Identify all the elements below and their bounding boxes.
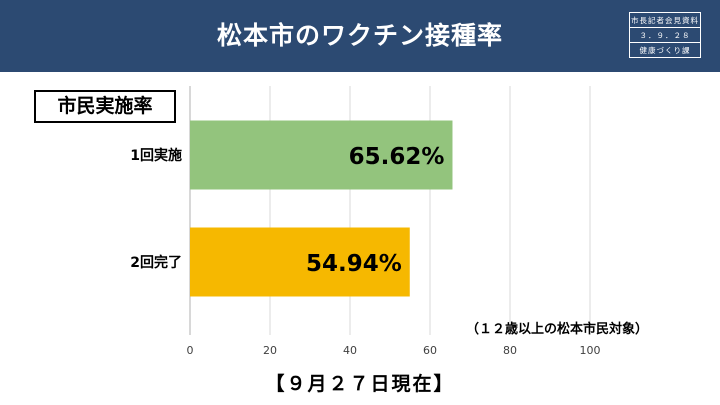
target-population-note: （１２歳以上の松本市民対象） xyxy=(466,322,649,337)
header-bar: 松本市のワクチン接種率 市長記者会見資料 ３．９．２８ 健康づくり課 xyxy=(0,0,720,72)
chart-label-box: 市民実施率 xyxy=(34,90,176,123)
data-label: 65.62% xyxy=(349,144,445,170)
data-label: 54.94% xyxy=(306,251,402,277)
stamp-line-2: ３．９．２８ xyxy=(630,28,700,43)
x-tick-label: 0 xyxy=(187,344,194,357)
bar xyxy=(190,120,453,190)
stamp-line-3: 健康づくり課 xyxy=(639,46,691,55)
x-tick-label: 100 xyxy=(580,344,601,357)
press-release-stamp: 市長記者会見資料 ３．９．２８ 健康づくり課 xyxy=(629,12,701,58)
date-caption: 【９月２７日現在】 xyxy=(265,373,455,395)
x-tick-label: 40 xyxy=(343,344,357,357)
page-title: 松本市のワクチン接種率 xyxy=(216,21,503,50)
stamp-line-1: 市長記者会見資料 xyxy=(630,13,700,28)
x-tick-label: 60 xyxy=(423,344,437,357)
category-label: 2回完了 xyxy=(130,254,182,271)
x-tick-label: 20 xyxy=(263,344,277,357)
x-tick-label: 80 xyxy=(503,344,517,357)
bar xyxy=(190,227,410,297)
category-label: 1回実施 xyxy=(130,147,182,164)
